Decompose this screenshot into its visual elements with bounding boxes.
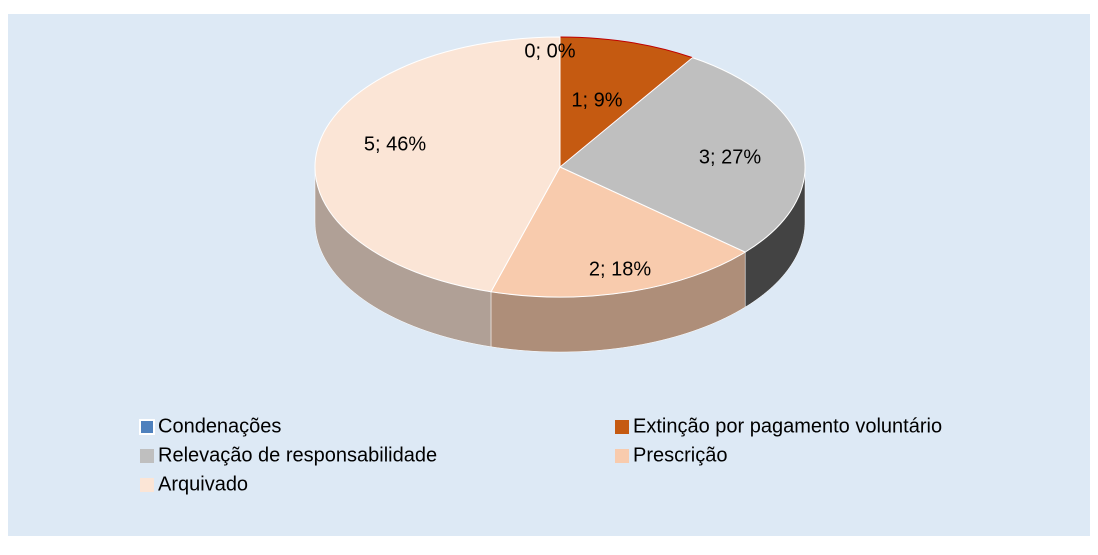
- legend-marker: [615, 420, 629, 434]
- pie-slice: [559, 36, 694, 169]
- legend-marker: [615, 449, 629, 463]
- pie-slice: [559, 57, 806, 253]
- legend-marker: [139, 419, 155, 435]
- data-label: 1; 9%: [571, 89, 622, 111]
- legend-label: Prescrição: [633, 444, 727, 466]
- pie-slice: [314, 36, 561, 293]
- data-label: 0; 0%: [524, 40, 575, 62]
- legend-marker: [140, 478, 154, 492]
- legend-label: Extinção por pagamento voluntário: [633, 415, 942, 437]
- legend-label: Arquivado: [158, 473, 248, 495]
- legend-label: Relevação de responsabilidade: [158, 444, 437, 466]
- data-label: 3; 27%: [699, 146, 761, 168]
- pie-slice: [490, 166, 747, 298]
- legend-label: Condenações: [158, 415, 281, 437]
- data-label: 5; 46%: [364, 133, 426, 155]
- data-label: 2; 18%: [589, 258, 651, 280]
- legend-marker: [140, 449, 154, 463]
